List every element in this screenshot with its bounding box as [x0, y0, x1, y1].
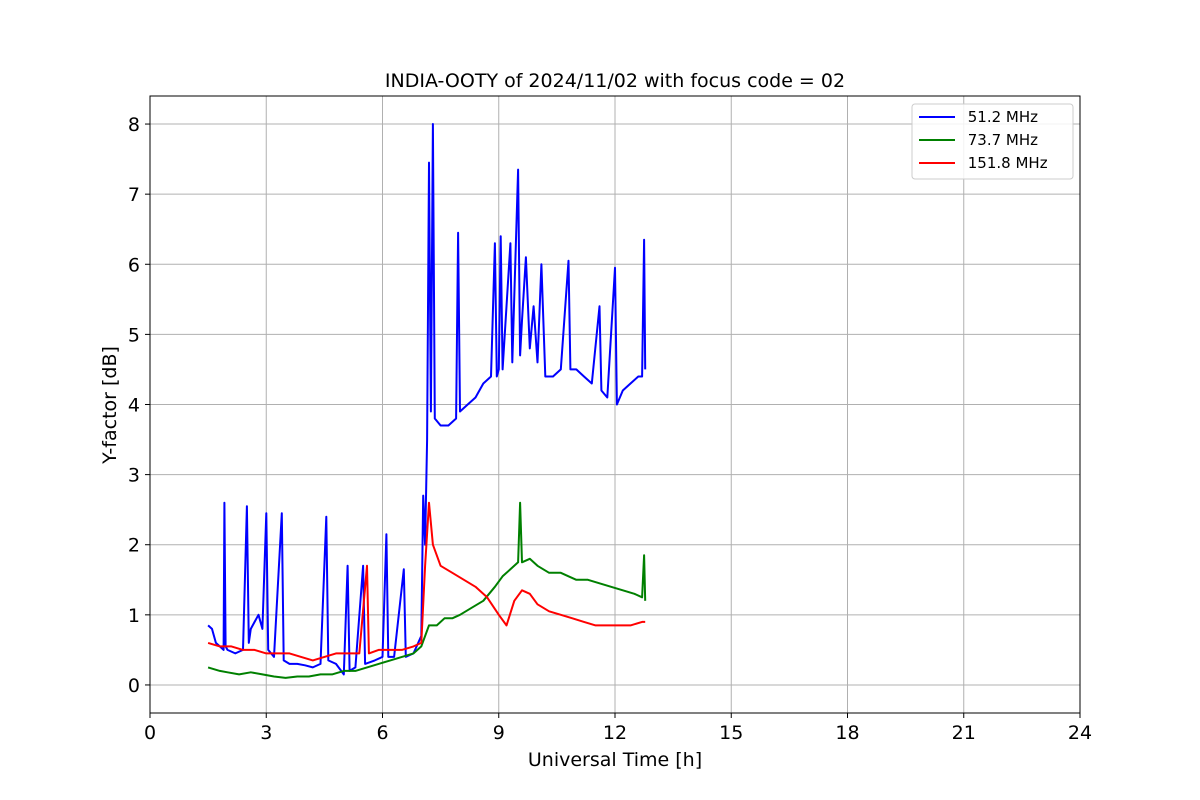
x-tick-label: 3 — [260, 722, 272, 744]
x-axis-label: Universal Time [h] — [528, 749, 702, 771]
x-tick-label: 15 — [719, 722, 743, 744]
x-tick-label: 24 — [1068, 722, 1092, 744]
x-tick-label: 12 — [603, 722, 627, 744]
y-tick-label: 1 — [128, 605, 140, 627]
y-axis-label: Y-factor [dB] — [99, 346, 121, 465]
series-line-2 — [207, 501, 646, 662]
legend-label-2: 151.8 MHz — [963, 154, 1048, 172]
x-axis: 0 3 6 9 12 15 18 21 24 — [144, 713, 1092, 744]
y-tick-label: 3 — [128, 465, 140, 487]
x-tick-label: 18 — [835, 722, 859, 744]
x-tick-label: 0 — [144, 722, 156, 744]
series-layer — [207, 123, 647, 679]
legend: 51.2 MHz 73.7 MHz 151.8 MHz — [911, 103, 1074, 180]
legend-label-0: 51.2 MHz — [963, 108, 1038, 126]
chart-title: INDIA-OOTY of 2024/11/02 with focus code… — [385, 70, 845, 92]
legend-label-1: 73.7 MHz — [963, 131, 1038, 149]
y-tick-label: 7 — [128, 184, 140, 206]
y-tick-label: 4 — [128, 395, 140, 417]
series-line-0 — [207, 123, 647, 676]
y-tick-label: 8 — [128, 114, 140, 136]
y-tick-label: 5 — [128, 324, 140, 346]
y-tick-label: 6 — [128, 254, 140, 276]
x-tick-label: 9 — [493, 722, 505, 744]
series-line-1 — [207, 501, 647, 679]
y-axis: 0 1 2 3 4 5 6 7 8 — [128, 114, 150, 697]
y-tick-label: 0 — [128, 675, 140, 697]
y-tick-label: 2 — [128, 535, 140, 557]
legend-frame — [911, 103, 1074, 180]
x-tick-label: 21 — [952, 722, 976, 744]
x-tick-label: 6 — [376, 722, 388, 744]
